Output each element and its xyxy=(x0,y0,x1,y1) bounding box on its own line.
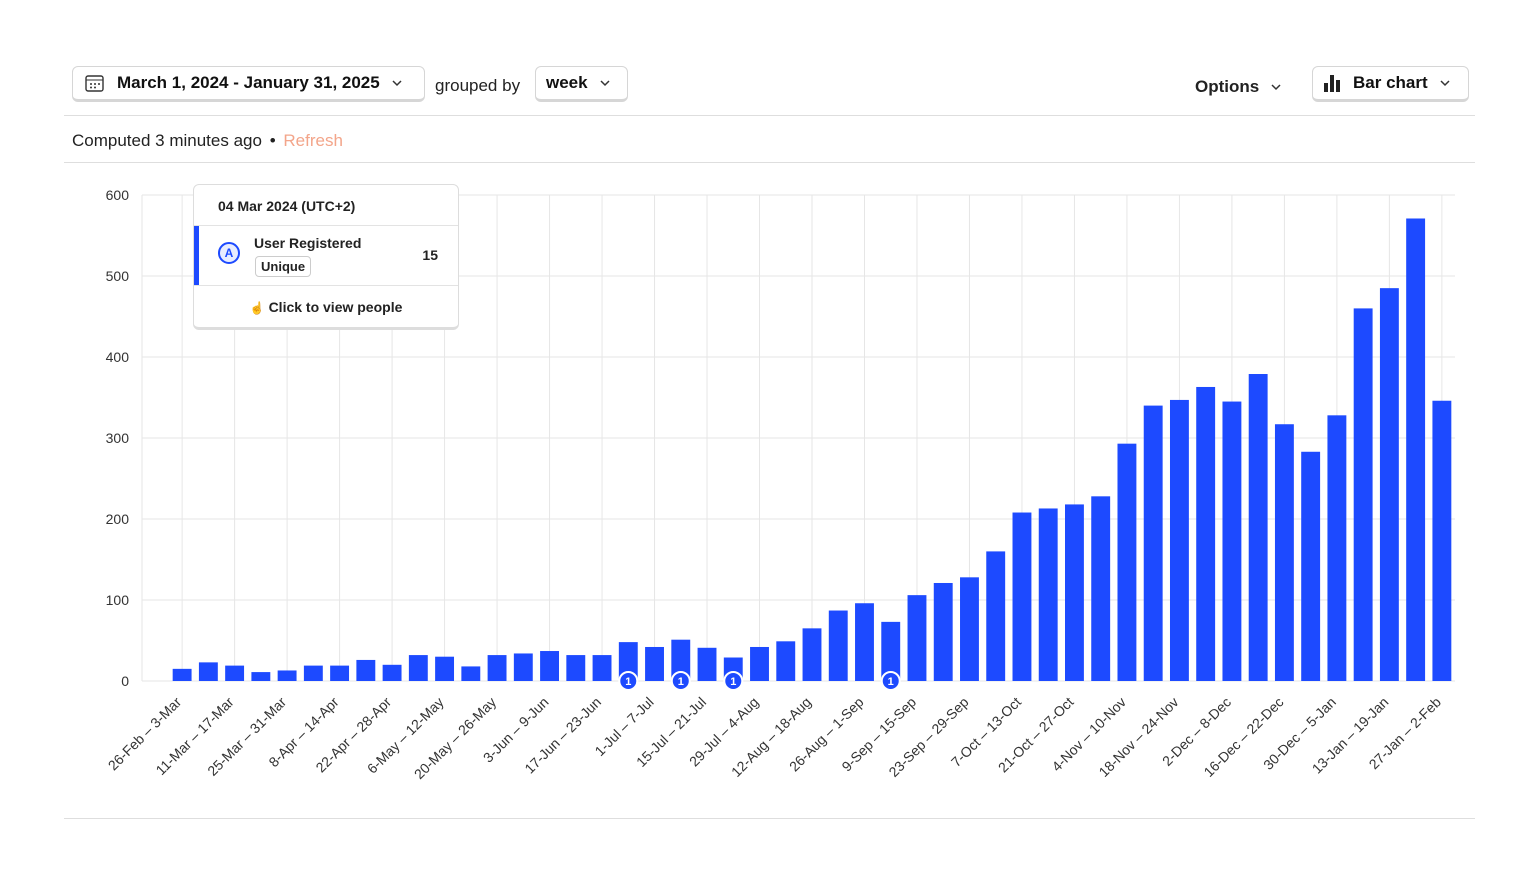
view-people[interactable]: ☝ Click to view people xyxy=(249,299,403,315)
bar xyxy=(408,655,428,681)
bar xyxy=(1143,405,1163,681)
bar xyxy=(330,665,350,681)
bar xyxy=(540,651,559,681)
interval: week xyxy=(546,73,588,92)
bar xyxy=(1327,415,1347,681)
divider xyxy=(64,818,1475,819)
bar xyxy=(225,665,245,681)
bar xyxy=(802,628,822,681)
options-button[interactable]: Options xyxy=(1195,77,1281,97)
annotation-count: 1 xyxy=(888,676,894,688)
tooltip: 04 Mar 2024 (UTC+2) A User Registered Un… xyxy=(193,184,459,330)
bar xyxy=(1406,218,1426,682)
bar xyxy=(855,603,874,681)
annotation-count: 1 xyxy=(730,676,736,688)
bar xyxy=(566,655,586,681)
computed: Computed 3 minutes ago xyxy=(72,131,262,150)
grouped-by-label: grouped by xyxy=(435,76,521,95)
bar xyxy=(750,646,769,681)
bar xyxy=(382,664,402,681)
bar xyxy=(198,662,218,681)
y-tick-label: 0 xyxy=(121,673,129,689)
date-range-picker[interactable]: March 1, 2024 - January 31, 2025 xyxy=(72,66,425,102)
bar xyxy=(1222,401,1242,681)
annotation-marker xyxy=(723,671,744,691)
bar xyxy=(1248,374,1268,681)
bar xyxy=(618,642,638,681)
bar-icon xyxy=(1324,75,1340,92)
tooltip-date: 04 Mar 2024 (UTC+2) xyxy=(218,198,356,214)
bar xyxy=(461,666,481,681)
annotation-marker xyxy=(618,671,639,691)
bar xyxy=(1091,496,1111,681)
annotation-marker xyxy=(880,671,901,691)
annotation-marker xyxy=(670,671,691,691)
bar xyxy=(1196,386,1216,681)
series-stripe xyxy=(194,226,199,285)
bar xyxy=(1301,451,1321,681)
bar xyxy=(1432,400,1452,681)
bar xyxy=(251,672,271,681)
interval-select[interactable]: week xyxy=(535,66,628,102)
bar xyxy=(1038,508,1058,681)
bar xyxy=(986,551,1006,681)
status: Computed 3 minutes ago • Refresh xyxy=(72,131,343,151)
chart-type: Bar chart xyxy=(1353,73,1428,92)
separator: • xyxy=(269,131,276,150)
bar xyxy=(828,610,848,681)
bar xyxy=(881,621,901,681)
bar xyxy=(172,668,192,681)
bar xyxy=(592,655,612,681)
bar xyxy=(907,595,927,681)
y-tick-label: 200 xyxy=(106,511,130,527)
chevron xyxy=(392,80,402,87)
bar xyxy=(513,653,533,681)
annotation-count: 1 xyxy=(625,676,631,688)
divider xyxy=(64,162,1475,163)
y-tick-label: 400 xyxy=(106,349,130,365)
calendar-icon xyxy=(85,75,104,92)
bar xyxy=(1117,443,1137,681)
bar xyxy=(435,656,455,681)
divider xyxy=(64,115,1475,116)
chevron xyxy=(600,80,610,87)
y-tick-label: 300 xyxy=(106,430,130,446)
bar xyxy=(1379,288,1399,681)
bar xyxy=(645,646,664,681)
date-range: March 1, 2024 - January 31, 2025 xyxy=(117,73,380,92)
bar xyxy=(1274,424,1294,681)
series-value: 15 xyxy=(422,247,438,263)
bar xyxy=(487,655,507,681)
chevron xyxy=(1440,80,1450,87)
bar xyxy=(1012,512,1032,681)
y-tick-label: 600 xyxy=(106,187,130,203)
options: Options xyxy=(1195,77,1260,96)
annotation-count: 1 xyxy=(678,676,684,688)
bar xyxy=(933,582,953,681)
view-people-text: Click to view people xyxy=(268,299,403,315)
chevron xyxy=(1271,84,1281,91)
series-tag: Unique xyxy=(255,256,312,277)
bar xyxy=(960,577,979,681)
bar xyxy=(1353,308,1373,681)
y-tick-label: 500 xyxy=(106,268,130,284)
y-tick-label: 100 xyxy=(106,592,130,608)
refresh-link[interactable]: Refresh xyxy=(283,131,343,150)
bar xyxy=(303,665,323,681)
series-name: User Registered xyxy=(254,235,362,251)
bar xyxy=(356,659,376,681)
bar xyxy=(776,641,796,681)
bar xyxy=(697,647,717,681)
series-badge: A xyxy=(218,242,240,264)
bar xyxy=(277,670,297,681)
bar xyxy=(671,639,691,681)
bar xyxy=(1169,399,1189,681)
chart-type-select[interactable]: Bar chart xyxy=(1312,66,1469,102)
bar xyxy=(1065,504,1084,681)
